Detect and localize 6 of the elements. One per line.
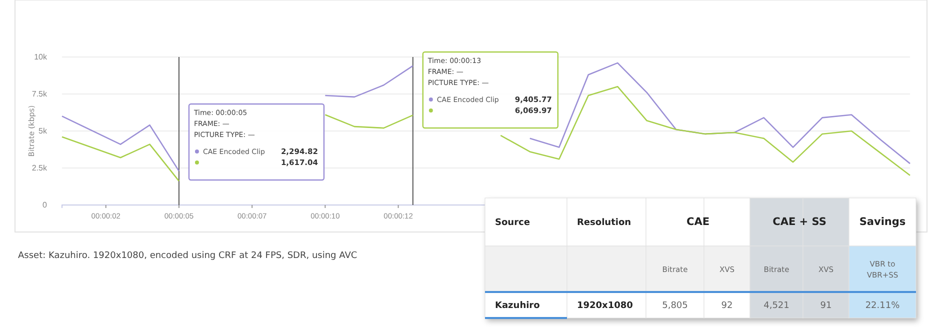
y-tick-label: 10k [34,52,48,62]
text: Asset: Kazuhiro. 1920x1080, encoded using CRF at 24 FPS, SDR, using AVC [18,251,358,261]
y-tick-label: 2.5k [32,164,48,173]
y-tick-label: 0 [42,200,48,210]
y-tick-label: 5k [38,126,48,136]
y-tick-label: 7.5k [32,90,48,99]
